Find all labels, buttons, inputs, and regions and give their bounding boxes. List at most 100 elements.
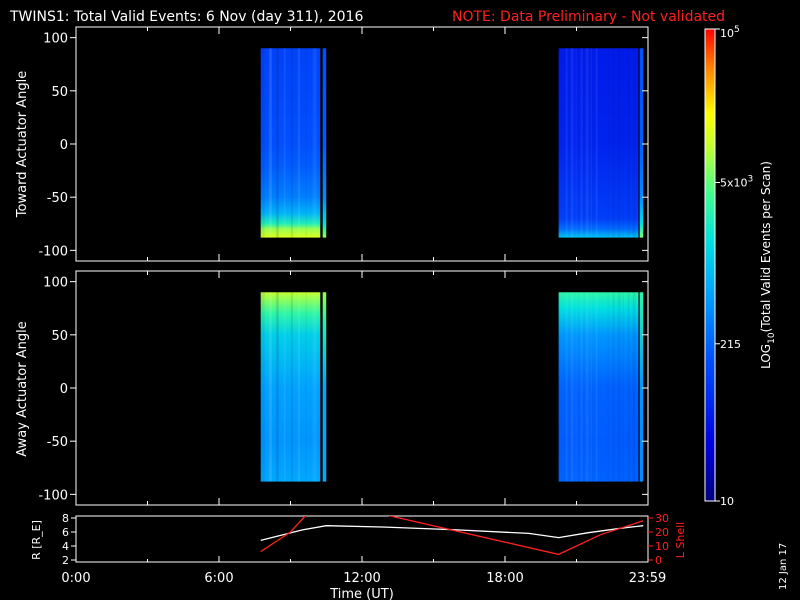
bottom-block-0-stripe-4 bbox=[290, 292, 293, 482]
top-panel: 100 50 0 -50 -100 Toward Actuator Angle bbox=[15, 26, 649, 262]
x-axis-tick-labels: 0:00 6:00 12:00 18:00 23:59 bbox=[61, 571, 666, 586]
bottom-data-block-2 bbox=[558, 292, 639, 482]
bottom-block-0-stripe-5 bbox=[268, 292, 272, 482]
bottom-ytick-label: 100 bbox=[43, 276, 68, 291]
bottom-ytick-label: 0 bbox=[60, 382, 68, 397]
colorbar-label-sub: 10 bbox=[767, 332, 777, 344]
bottom-block-2-stripe-5 bbox=[585, 292, 589, 482]
bottom-y-axis-label: Away Actuator Angle bbox=[15, 321, 30, 456]
bottom-block-2-stripe-3 bbox=[590, 292, 592, 482]
bottom-block-2-stripe-12 bbox=[607, 292, 609, 482]
bottom-block-2-stripe-11 bbox=[570, 292, 574, 482]
orbit-left-y-label: R [R_E] bbox=[30, 520, 43, 560]
top-block-0-stripe-10 bbox=[276, 48, 279, 238]
bottom-block-2-stripe-7 bbox=[580, 292, 583, 482]
bottom-block-2-stripe-4 bbox=[627, 292, 630, 482]
top-block-2-stripe-4 bbox=[627, 48, 630, 238]
top-block-0-stripe-3 bbox=[312, 48, 314, 238]
bottom-block-0-stripe-12 bbox=[291, 292, 293, 482]
bottom-ytick-label: -100 bbox=[38, 488, 68, 503]
bottom-block-2-stripe-0 bbox=[558, 292, 560, 482]
top-block-0-stripe-0 bbox=[260, 48, 262, 238]
top-block-2-stripe-5 bbox=[585, 48, 589, 238]
orbit-rtick-label: 20 bbox=[655, 526, 669, 539]
top-block-2-stripe-3 bbox=[590, 48, 592, 238]
bottom-block-0-stripe-6 bbox=[305, 292, 307, 482]
orbit-ytick-label: 6 bbox=[62, 526, 69, 539]
top-block-2-stripe-11 bbox=[570, 48, 574, 238]
colorbar-tick-label: 105 bbox=[720, 25, 740, 40]
bottom-block-0-stripe-1 bbox=[297, 292, 300, 482]
x-tick-label: 6:00 bbox=[204, 571, 233, 586]
top-block-0-stripe-5 bbox=[268, 48, 272, 238]
top-y-axis-label: Toward Actuator Angle bbox=[15, 71, 30, 218]
x-tick-label: 18:00 bbox=[486, 571, 523, 586]
r-label: R [R_E] bbox=[30, 520, 43, 560]
bottom-block-2-stripe-9 bbox=[575, 292, 577, 482]
top-ytick-label: 100 bbox=[43, 32, 68, 47]
top-data-block-2 bbox=[558, 48, 639, 238]
bottom-data-block-0 bbox=[260, 292, 321, 482]
r-series-line bbox=[260, 525, 644, 542]
orbit-right-y-label: L Shell bbox=[674, 522, 687, 558]
top-heatmap-blocks bbox=[260, 48, 644, 238]
lshell-series-line bbox=[260, 516, 644, 556]
top-block-0-stripe-7 bbox=[283, 48, 286, 238]
top-block-2-stripe-1 bbox=[595, 48, 598, 238]
top-block-0-stripe-4 bbox=[290, 48, 293, 238]
colorbar-tick-label: 5x103 bbox=[720, 175, 753, 190]
bottom-block-0-stripe-3 bbox=[312, 292, 314, 482]
bottom-ytick-label: 50 bbox=[51, 329, 68, 344]
bottom-block-0-stripe-11 bbox=[313, 292, 317, 482]
top-data-block-0 bbox=[260, 48, 321, 238]
bottom-panel: 100 50 0 -50 -100 Away Actuator Angle bbox=[15, 270, 649, 506]
top-block-2-stripe-12 bbox=[607, 48, 609, 238]
orbit-rtick-label: 30 bbox=[655, 512, 669, 525]
orbit-rtick-label: 10 bbox=[655, 540, 669, 553]
bottom-block-2-stripe-10 bbox=[612, 292, 615, 482]
bottom-block-2-stripe-1 bbox=[595, 292, 598, 482]
orbit-ytick-label: 8 bbox=[62, 512, 69, 525]
colorbar-label-rest: (Total Valid Events per Scan) bbox=[759, 161, 773, 332]
top-block-2-stripe-6 bbox=[622, 48, 624, 238]
orbit-ytick-label: 2 bbox=[62, 554, 69, 567]
top-block-0-stripe-2 bbox=[275, 48, 279, 238]
bottom-block-2-stripe-13 bbox=[565, 292, 568, 482]
top-block-0-stripe-13 bbox=[269, 48, 272, 238]
bottom-block-2-stripe-6 bbox=[622, 292, 624, 482]
bottom-data-block-3 bbox=[639, 292, 644, 482]
top-block-0-stripe-1 bbox=[297, 48, 300, 238]
top-block-0-stripe-8 bbox=[261, 48, 265, 238]
bottom-block-2-stripe-8 bbox=[617, 292, 621, 482]
top-block-2-stripe-7 bbox=[580, 48, 583, 238]
top-ytick-label: 50 bbox=[51, 85, 68, 100]
orbit-ytick-label: 4 bbox=[62, 540, 69, 553]
bottom-block-0-stripe-13 bbox=[269, 292, 272, 482]
bottom-heatmap-blocks bbox=[260, 292, 644, 482]
timestamp: 12 Jan 17 bbox=[778, 543, 789, 590]
top-block-2-stripe-2 bbox=[632, 48, 636, 238]
top-block-0-stripe-11 bbox=[313, 48, 317, 238]
bottom-y-axis: 100 50 0 -50 -100 bbox=[38, 271, 649, 505]
x-axis-label: Time (UT) bbox=[329, 587, 394, 600]
bottom-data-block-1 bbox=[322, 292, 327, 482]
colorbar-label-main: LOG bbox=[759, 344, 773, 369]
orbit-lines bbox=[260, 516, 644, 556]
orbit-rtick-label: 0 bbox=[655, 554, 662, 567]
figure-title: TWINS1: Total Valid Events: 6 Nov (day 3… bbox=[9, 9, 363, 25]
bottom-ytick-label: -50 bbox=[47, 435, 68, 450]
bottom-block-0-stripe-8 bbox=[261, 292, 265, 482]
top-block-0-stripe-12 bbox=[291, 48, 293, 238]
top-block-0-stripe-6 bbox=[305, 48, 307, 238]
bottom-block-0-stripe-0 bbox=[260, 292, 262, 482]
top-block-0-stripe-9 bbox=[298, 48, 300, 238]
colorbar-ticks: 10 215 5x103 105 bbox=[715, 25, 753, 508]
bottom-block-0-stripe-9 bbox=[298, 292, 300, 482]
orbit-panel-frame bbox=[75, 515, 649, 563]
top-block-2-stripe-13 bbox=[565, 48, 568, 238]
bottom-block-0-stripe-2 bbox=[275, 292, 279, 482]
top-data-block-1 bbox=[322, 48, 327, 238]
